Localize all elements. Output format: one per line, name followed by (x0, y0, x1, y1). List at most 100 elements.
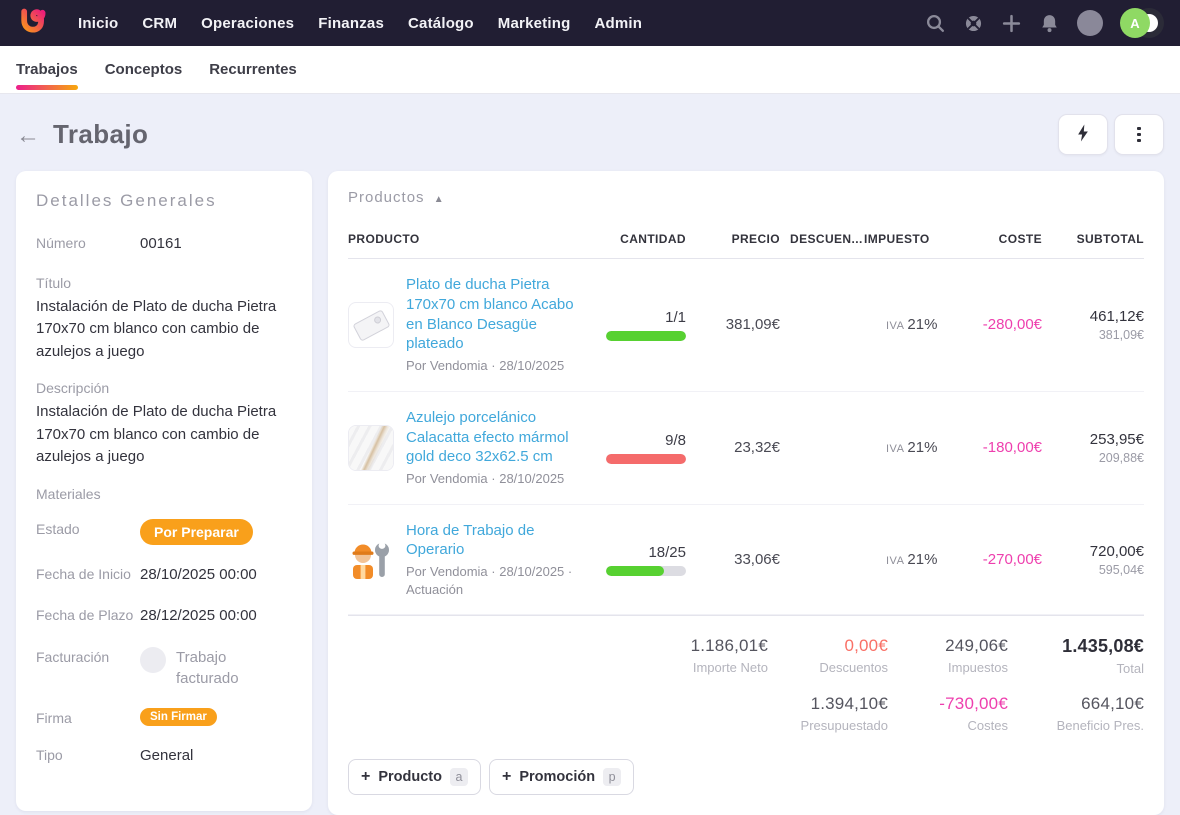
menu-item-marketing[interactable]: Marketing (497, 14, 571, 32)
top-navbar: Inicio CRM Operaciones Finanzas Catálogo… (0, 0, 1180, 46)
productos-section-header[interactable]: Productos ▲ (348, 189, 1144, 206)
fecha-plazo-label: Fecha de Plazo (36, 607, 134, 623)
tax-value: IVA 21% (886, 316, 938, 334)
menu-item-crm[interactable]: CRM (142, 14, 178, 32)
fecha-inicio-label: Fecha de Inicio (36, 565, 131, 582)
add-promocion-button[interactable]: + Promoción p (488, 759, 635, 796)
field-titulo: Título Instalación de Plato de ducha Pie… (36, 275, 292, 364)
firma-label: Firma (36, 709, 72, 726)
fecha-plazo-value: 28/12/2025 00:00 (140, 607, 257, 624)
cost-value: -180,00€ (982, 439, 1042, 457)
menu-item-catalogo[interactable]: Catálogo (408, 14, 474, 32)
page-title: Trabajo (53, 119, 149, 149)
total-costes: -730,00€ Costes (939, 694, 1008, 734)
cost-value: -270,00€ (982, 551, 1042, 569)
presence-indicator[interactable] (1077, 10, 1103, 36)
subtotal-cell: 720,00€ 595,04€ (1089, 542, 1144, 577)
plus-icon: + (501, 768, 512, 786)
price-value: 23,32€ (734, 439, 780, 457)
titulo-label: Título (36, 274, 72, 291)
main-menu: Inicio CRM Operaciones Finanzas Catálogo… (78, 15, 642, 32)
menu-item-finanzas[interactable]: Finanzas (318, 14, 385, 32)
field-fecha-inicio: Fecha de Inicio 28/10/2025 00:00 (36, 564, 292, 587)
shortcut-key-a: a (449, 768, 468, 787)
tipo-value: General (140, 746, 194, 764)
titulo-value: Instalación de Plato de ducha Pietra 170… (36, 297, 277, 360)
tab-conceptos[interactable]: Conceptos (105, 46, 183, 93)
product-byline: Por Vendomia · 28/10/2025 (406, 471, 565, 487)
more-options-button[interactable] (1114, 114, 1164, 155)
product-link[interactable]: Azulejo porcelánico Calacatta efecto már… (406, 408, 569, 466)
total-impuestos: 249,06€ Impuestos (945, 636, 1008, 676)
field-numero: Número 00161 (36, 233, 292, 256)
menu-item-inicio[interactable]: Inicio (78, 14, 119, 32)
tax-value: IVA 21% (886, 551, 938, 569)
totals-section: 1.186,01€ Importe Neto 0,00€ Descuentos … (348, 615, 1144, 733)
facturado-toggle[interactable] (140, 646, 166, 673)
estado-badge[interactable]: Por Preparar (140, 518, 253, 545)
menu-item-operaciones[interactable]: Operaciones (201, 14, 295, 32)
product-thumbnail-worker (348, 536, 394, 583)
add-producto-button[interactable]: + Producto a (348, 759, 481, 796)
field-tipo: Tipo General (36, 745, 292, 768)
subtotal-cell: 461,12€ 381,09€ (1089, 307, 1144, 342)
back-button[interactable]: ← (16, 121, 40, 149)
field-facturacion: Facturación Trabajo facturado (36, 646, 292, 689)
active-tab-underline (16, 85, 78, 90)
quantity-value: 9/8 (665, 431, 686, 449)
quantity-progressbar (606, 453, 686, 464)
quantity-value: 18/25 (648, 543, 686, 561)
numero-label: Número (36, 235, 86, 251)
field-descripcion: Descripción Instalación de Plato de duch… (36, 380, 292, 469)
field-estado: Estado Por Preparar (36, 518, 292, 545)
product-link[interactable]: Plato de ducha Pietra 170x70 cm blanco A… (406, 276, 574, 353)
descripcion-label: Descripción (36, 380, 110, 396)
quick-actions-button[interactable] (1058, 114, 1108, 155)
menu-item-admin[interactable]: Admin (594, 14, 643, 32)
vendomia-logo-icon[interactable] (16, 4, 52, 42)
tab-trabajos-label: Trabajos (16, 61, 78, 78)
total-descuentos: 0,00€ Descuentos (819, 636, 888, 676)
module-tabbar: Trabajos Conceptos Recurrentes (0, 46, 1180, 94)
product-link[interactable]: Hora de Trabajo de Operario (406, 521, 535, 559)
cost-value: -280,00€ (982, 316, 1042, 334)
add-buttons: + Producto a + Promoción p (348, 759, 1144, 796)
col-precio: PRECIO (731, 232, 780, 246)
col-coste: COSTE (998, 232, 1042, 246)
kebab-menu-icon (1137, 126, 1141, 143)
product-row: Plato de ducha Pietra 170x70 cm blanco A… (348, 259, 1144, 392)
product-thumbnail-shower-tray (348, 301, 394, 348)
search-icon[interactable] (925, 13, 946, 34)
field-materiales: Materiales (36, 486, 292, 502)
tab-recurrentes[interactable]: Recurrentes (209, 46, 297, 93)
estado-label: Estado (36, 520, 80, 537)
quantity-progressbar (606, 565, 686, 576)
user-avatar[interactable]: A (1120, 8, 1150, 38)
add-icon[interactable] (1001, 13, 1022, 34)
product-byline: Por Vendomia · 28/10/2025 (406, 358, 565, 374)
tab-trabajos[interactable]: Trabajos (16, 46, 78, 93)
total-importe-neto: 1.186,01€ Importe Neto (690, 636, 768, 676)
col-cantidad: CANTIDAD (620, 232, 686, 246)
col-impuesto: IMPUESTO (864, 232, 930, 246)
content: Detalles Generales Número 00161 Título I… (0, 171, 1180, 815)
total-total: 1.435,08€ Total (1062, 636, 1144, 677)
numero-value: 00161 (140, 235, 182, 252)
quantity-value: 1/1 (665, 308, 686, 326)
header-actions (1058, 114, 1164, 155)
shortcut-key-p: p (603, 768, 622, 787)
collapse-icon: ▲ (433, 194, 445, 205)
tab-recurrentes-label: Recurrentes (209, 61, 297, 78)
col-producto: PRODUCTO (348, 232, 420, 246)
detalles-generales-title: Detalles Generales (36, 191, 217, 210)
product-row: Azulejo porcelánico Calacatta efecto már… (348, 392, 1144, 505)
facturacion-value: Trabajo facturado (176, 648, 239, 687)
productos-title: Productos (348, 189, 425, 206)
price-value: 33,06€ (734, 551, 780, 569)
tab-conceptos-label: Conceptos (104, 61, 183, 78)
help-icon[interactable] (963, 13, 984, 34)
firma-badge[interactable]: Sin Firmar (140, 707, 217, 726)
materiales-label: Materiales (36, 485, 101, 502)
notifications-icon[interactable] (1039, 13, 1060, 34)
field-fecha-plazo: Fecha de Plazo 28/12/2025 00:00 (36, 605, 292, 628)
